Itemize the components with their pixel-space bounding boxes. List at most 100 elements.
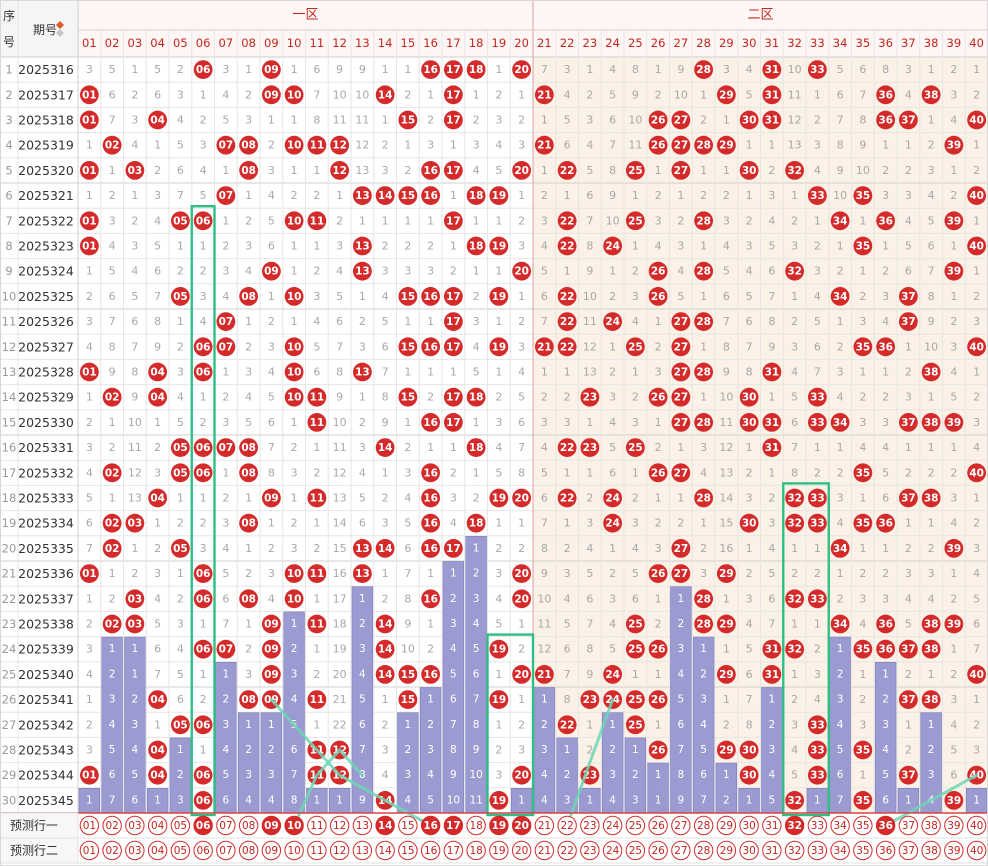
miss-count: 6 [86, 517, 93, 530]
miss-count: 5 [564, 618, 571, 631]
hit-number: 34 [833, 619, 848, 631]
hit-number: 28 [696, 266, 711, 278]
hit-ball [193, 362, 213, 382]
hit-ball [193, 463, 213, 483]
miss-count: 3 [177, 618, 184, 631]
hit-number: 36 [878, 89, 893, 101]
miss-count: 2 [245, 88, 252, 101]
hit-number: 14 [378, 543, 393, 555]
prediction-ball [352, 815, 373, 836]
hit-number: 21 [537, 89, 552, 101]
hit-number: 16 [423, 493, 438, 505]
miss-count: 10 [606, 214, 620, 227]
miss-count: 1 [495, 718, 502, 731]
prediction-ball [466, 815, 486, 836]
miss-count: 11 [788, 88, 802, 101]
hit-ball [443, 110, 463, 130]
miss-bar-count: 2 [882, 694, 889, 706]
miss-count: 10 [719, 391, 733, 404]
miss-count: 8 [586, 643, 593, 656]
miss-count: 22 [333, 718, 347, 731]
hit-number: 15 [401, 392, 416, 404]
sort-arrow-icon [56, 29, 64, 37]
prediction-number: 38 [924, 820, 937, 832]
miss-count: 1 [518, 517, 525, 530]
hit-ball [807, 740, 827, 760]
hit-ball [170, 287, 190, 306]
hit-number: 20 [514, 669, 529, 681]
hit-number: 02 [105, 518, 120, 530]
hit-number: 04 [150, 493, 165, 505]
miss-bar-count: 1 [655, 794, 662, 806]
miss-count: 2 [814, 643, 821, 656]
hit-ball [853, 463, 873, 483]
miss-count: 4 [859, 441, 866, 454]
miss-count: 1 [655, 718, 662, 731]
miss-count: 1 [791, 189, 798, 202]
miss-count: 2 [882, 391, 889, 404]
hit-ball [739, 740, 759, 760]
miss-count: 3 [677, 240, 684, 253]
hit-ball [284, 85, 304, 105]
miss-count: 3 [609, 391, 616, 404]
miss-count: 1 [700, 88, 707, 101]
miss-count: 5 [609, 643, 616, 656]
miss-count: 2 [905, 542, 912, 555]
miss-count: 2 [950, 189, 957, 202]
hit-number: 15 [401, 669, 416, 681]
prediction-ball [420, 840, 441, 861]
prediction-ball [489, 815, 509, 836]
miss-count: 3 [791, 340, 798, 353]
hit-number: 07 [219, 341, 234, 353]
miss-count: 4 [814, 693, 821, 706]
row-seq-number: 19 [2, 516, 17, 530]
miss-count: 5 [177, 139, 184, 152]
row-seq-number: 3 [5, 113, 12, 127]
miss-count: 6 [768, 592, 775, 605]
miss-count: 3 [859, 416, 866, 429]
prediction-ball [602, 840, 623, 861]
hit-ball [489, 236, 509, 256]
row-issue-number: 2025320 [18, 163, 74, 178]
miss-count: 2 [928, 139, 935, 152]
miss-count: 3 [222, 63, 229, 76]
hit-ball [625, 715, 645, 735]
hit-ball [762, 665, 782, 684]
hit-ball [193, 639, 213, 659]
miss-count: 3 [655, 366, 662, 379]
hit-number: 27 [674, 367, 689, 379]
miss-count: 3 [746, 592, 753, 605]
miss-count: 1 [86, 189, 93, 202]
miss-count: 1 [86, 139, 93, 152]
miss-count: 1 [882, 542, 889, 555]
hit-number: 13 [355, 241, 370, 253]
trend-line [565, 698, 615, 827]
prediction-number: 21 [538, 820, 551, 832]
prediction-ball [739, 815, 759, 836]
column-number: 16 [423, 36, 438, 50]
hit-ball [125, 589, 145, 609]
miss-count: 2 [882, 265, 889, 278]
miss-count: 2 [86, 416, 93, 429]
miss-count: 1 [86, 592, 93, 605]
miss-count: 1 [973, 492, 980, 505]
miss-count: 5 [768, 567, 775, 580]
miss-count: 5 [86, 492, 93, 505]
hit-ball [807, 60, 827, 79]
hit-number: 28 [696, 493, 711, 505]
row-seq-number: 12 [2, 340, 17, 354]
hit-number: 35 [856, 467, 871, 479]
miss-bar-count: 6 [359, 719, 366, 731]
prediction-number: 34 [833, 845, 847, 857]
miss-count: 1 [950, 441, 957, 454]
grid-lines [0, 0, 988, 814]
miss-count: 1 [882, 366, 889, 379]
hit-ball [694, 614, 714, 634]
hit-ball [284, 287, 304, 306]
miss-bar-count: 2 [837, 668, 844, 680]
hit-number: 10 [287, 367, 302, 379]
miss-count: 3 [859, 315, 866, 328]
prediction-number: 39 [947, 845, 960, 857]
miss-bar-count: 5 [109, 744, 116, 756]
miss-count: 2 [382, 139, 389, 152]
